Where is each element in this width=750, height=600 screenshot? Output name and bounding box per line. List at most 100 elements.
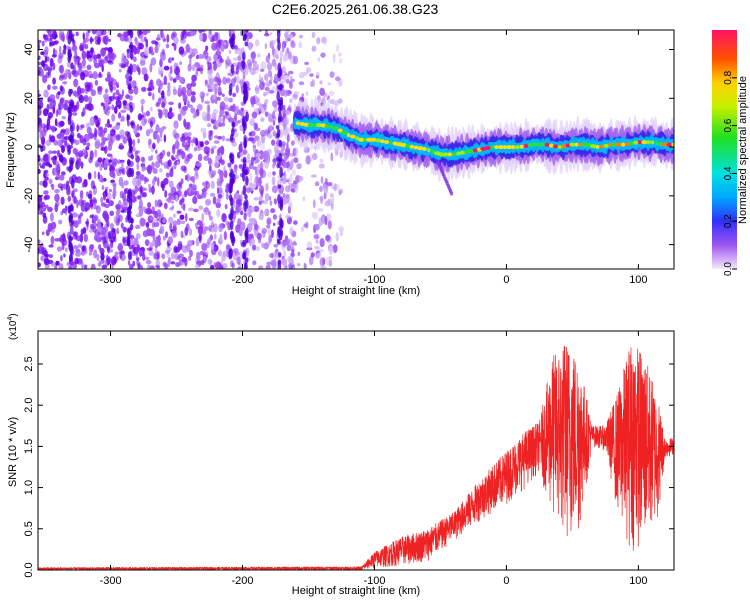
ridge-core xyxy=(452,152,457,157)
noise-speck xyxy=(254,85,260,95)
noise-speck xyxy=(173,120,179,129)
noise-speck xyxy=(212,196,217,205)
noise-speck xyxy=(269,32,273,36)
noise-speck xyxy=(184,257,188,267)
noise-speck xyxy=(287,177,291,185)
noise-speck xyxy=(103,159,107,169)
noise-speck xyxy=(295,175,300,183)
noise-speck xyxy=(106,71,111,79)
noise-speck xyxy=(272,100,278,108)
noise-speck xyxy=(169,222,173,232)
colorbar-ticks: 0.0 0.2 0.4 0.6 0.8 xyxy=(723,70,737,276)
noise-speck xyxy=(214,135,219,139)
noise-speck xyxy=(89,36,93,45)
noise-speck xyxy=(142,30,148,36)
noise-speck xyxy=(256,53,261,58)
noise-speck xyxy=(167,82,171,92)
noise-speck xyxy=(111,228,116,233)
noise-speck xyxy=(335,232,340,242)
noise-speck xyxy=(168,111,175,118)
noise-streak xyxy=(244,41,249,47)
noise-speck xyxy=(178,46,185,55)
noise-speck xyxy=(73,178,79,184)
noise-speck xyxy=(315,75,319,79)
noise-speck xyxy=(200,127,207,133)
noise-speck xyxy=(284,265,288,269)
noise-streak xyxy=(244,262,248,269)
noise-speck xyxy=(83,233,89,243)
noise-speck xyxy=(232,57,238,61)
noise-speck xyxy=(73,58,80,63)
noise-speck xyxy=(98,71,102,78)
noise-speck xyxy=(59,64,64,75)
noise-speck xyxy=(207,157,212,165)
noise-speck xyxy=(252,144,257,148)
ridge-core xyxy=(523,143,529,148)
noise-speck xyxy=(233,212,237,220)
noise-speck xyxy=(232,248,236,254)
noise-speck xyxy=(133,237,139,247)
noise-speck xyxy=(228,117,234,123)
noise-speck xyxy=(55,260,60,266)
noise-speck xyxy=(250,217,256,226)
noise-speck xyxy=(222,76,227,85)
colorbar: 0.0 0.2 0.4 0.6 0.8 Normalized spectral ampl… xyxy=(712,30,749,276)
noise-speck xyxy=(56,246,63,252)
noise-speck xyxy=(121,161,124,170)
spectrogram-x-tick-label: -200 xyxy=(232,274,254,286)
noise-speck xyxy=(205,198,211,206)
noise-speck xyxy=(324,177,328,185)
noise-streak xyxy=(68,165,72,173)
noise-speck xyxy=(272,222,276,227)
noise-streak xyxy=(228,194,233,202)
noise-speck xyxy=(159,168,163,173)
noise-speck xyxy=(86,127,92,134)
noise-speck xyxy=(298,81,305,86)
noise-speck xyxy=(107,257,111,263)
noise-speck xyxy=(217,197,220,204)
ridge-core xyxy=(340,130,349,135)
noise-speck xyxy=(298,41,303,49)
noise-speck xyxy=(118,169,125,174)
noise-speck xyxy=(320,176,324,184)
noise-speck xyxy=(97,157,103,163)
noise-speck xyxy=(73,245,79,250)
noise-speck xyxy=(180,220,186,224)
noise-speck xyxy=(266,261,272,265)
spectrogram-y-tick-label: -20 xyxy=(23,188,35,204)
figure-title: C2E6.2025.261.06.38.G23 xyxy=(272,1,439,17)
noise-speck xyxy=(213,140,220,144)
noise-speck xyxy=(319,185,323,192)
noise-streak xyxy=(127,214,131,221)
noise-speck xyxy=(304,61,310,66)
noise-speck xyxy=(67,195,72,202)
noise-speck xyxy=(207,88,213,93)
noise-speck xyxy=(288,80,293,90)
noise-speck xyxy=(256,139,262,147)
noise-speck xyxy=(234,113,238,121)
noise-speck xyxy=(260,117,265,122)
noise-speck xyxy=(329,71,335,78)
noise-speck xyxy=(268,89,275,94)
noise-speck xyxy=(180,230,184,238)
noise-speck xyxy=(135,150,141,154)
noise-speck xyxy=(271,176,276,186)
noise-speck xyxy=(339,230,344,237)
noise-speck xyxy=(170,252,175,260)
noise-speck xyxy=(106,153,112,157)
noise-speck xyxy=(82,32,86,40)
noise-speck xyxy=(225,138,231,142)
noise-speck xyxy=(279,56,283,65)
snr-y-tick-label: 0.0 xyxy=(23,562,35,577)
snr-y-ticks: 0.0 0.5 1.0 1.5 2.0 2.5 xyxy=(23,356,674,578)
noise-speck xyxy=(315,254,320,259)
noise-streak xyxy=(127,251,132,261)
noise-speck xyxy=(44,46,49,55)
noise-speck xyxy=(58,52,64,59)
noise-speck xyxy=(161,253,166,260)
noise-speck xyxy=(58,103,62,111)
noise-speck xyxy=(256,232,262,241)
ridge-core xyxy=(628,141,635,146)
noise-speck xyxy=(272,163,275,169)
noise-speck xyxy=(292,240,297,245)
